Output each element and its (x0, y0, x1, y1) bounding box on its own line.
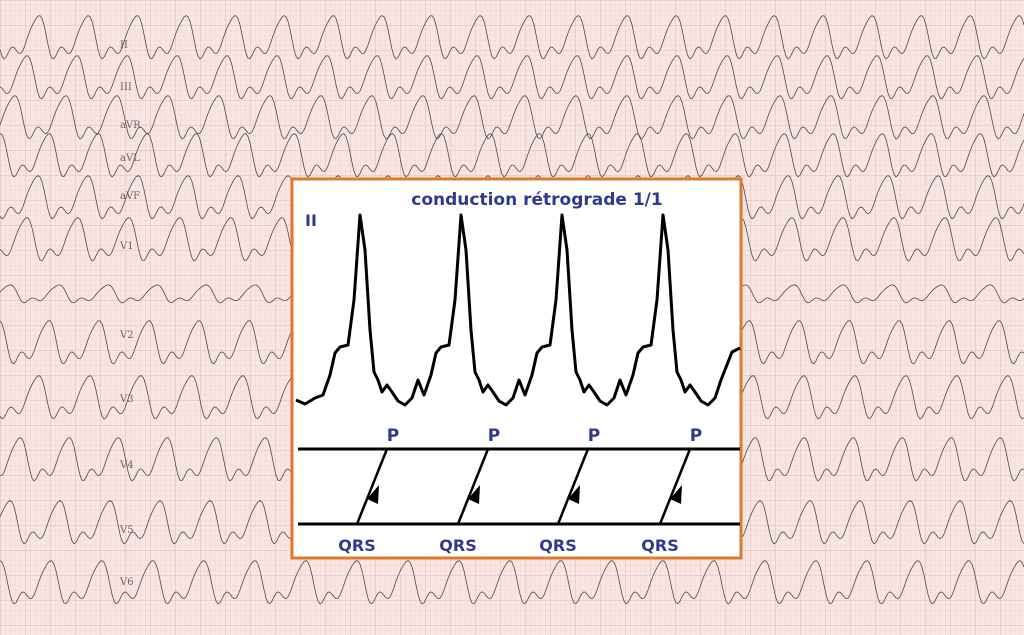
qrs-label: QRS (641, 536, 678, 555)
lead-label: V2 (119, 330, 134, 341)
inset-title: conduction rétrograde 1/1 (411, 190, 662, 210)
lead-label: V6 (119, 577, 134, 588)
lead-label: III (120, 82, 132, 93)
conduction-arrows: QRS P QRS P QRS P QRS P (338, 426, 702, 555)
conduction-line (355, 448, 389, 525)
conduction-line (456, 448, 490, 525)
inset-lead: II (305, 211, 317, 230)
qrs-label: QRS (439, 536, 476, 555)
lead-label: aVL (120, 153, 140, 164)
lead-label: V3 (119, 394, 134, 405)
inset-waveform (295, 213, 741, 407)
ecg-trace (0, 133, 1024, 178)
arrow-head (568, 485, 580, 504)
qrs-label: QRS (338, 536, 375, 555)
inset: conduction rétrograde 1/1 II QRSPQRSPQRS… (290, 177, 743, 560)
ecg-trace (0, 95, 1024, 140)
conduction-line (658, 448, 692, 525)
qrs-label: QRS (539, 536, 576, 555)
lead-label: aVR (120, 120, 141, 131)
lead-label: V5 (119, 525, 134, 536)
p-label: P (387, 426, 399, 446)
arrow-head (367, 485, 379, 504)
lead-label: II (120, 40, 128, 51)
p-label: P (690, 426, 702, 446)
conduction-line (556, 448, 590, 525)
lead-label: aVF (120, 191, 140, 202)
lead-label: V1 (119, 241, 134, 252)
ecg-trace (0, 560, 1024, 605)
arrow-head (468, 485, 480, 504)
arrow-head (670, 485, 682, 504)
p-label: P (588, 426, 600, 446)
lead-label: V4 (119, 460, 134, 471)
ecg-trace (0, 15, 1024, 60)
ecg-trace (0, 55, 1024, 100)
p-label: P (488, 426, 500, 446)
